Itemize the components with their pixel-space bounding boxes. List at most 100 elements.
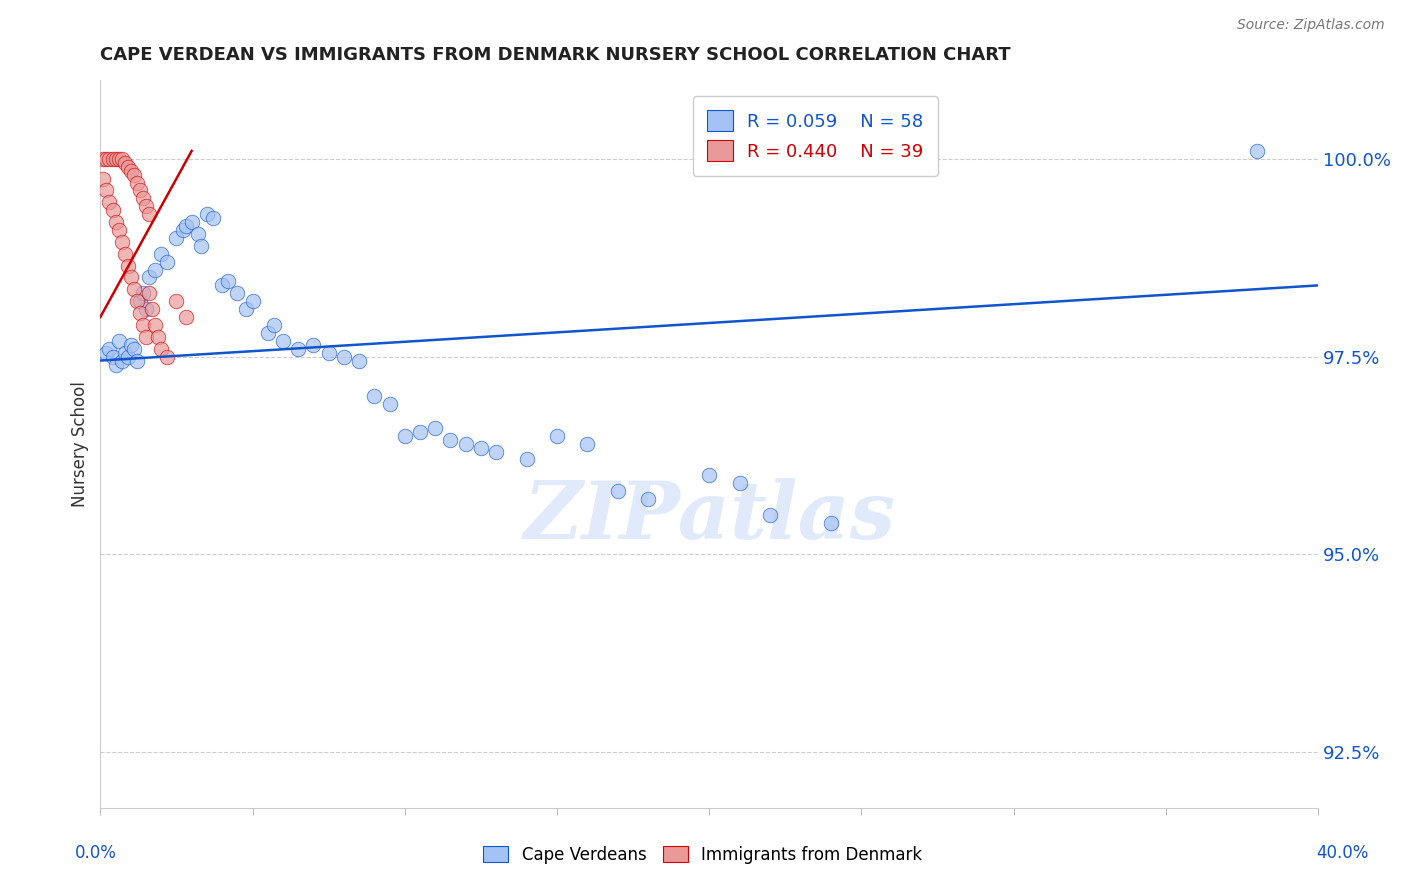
Point <box>759 508 782 522</box>
Point <box>166 294 188 309</box>
Point <box>132 286 155 301</box>
Point <box>217 275 239 289</box>
Text: ZIPatlas: ZIPatlas <box>523 478 896 555</box>
Point <box>425 421 447 435</box>
Point <box>120 163 142 178</box>
Point <box>117 259 139 273</box>
Point <box>98 152 121 166</box>
Y-axis label: Nursery School: Nursery School <box>72 381 89 507</box>
Point <box>98 342 121 356</box>
Point <box>114 246 136 260</box>
Legend: Cape Verdeans, Immigrants from Denmark: Cape Verdeans, Immigrants from Denmark <box>477 839 929 871</box>
Point <box>143 318 166 332</box>
Point <box>125 294 148 309</box>
Point <box>180 215 202 229</box>
Point <box>107 152 129 166</box>
Point <box>242 294 264 309</box>
Point <box>104 358 127 372</box>
Legend: R = 0.059    N = 58, R = 0.440    N = 39: R = 0.059 N = 58, R = 0.440 N = 39 <box>693 96 938 176</box>
Point <box>637 491 659 506</box>
Point <box>302 337 325 351</box>
Point <box>135 199 157 213</box>
Point <box>101 350 124 364</box>
Point <box>117 350 139 364</box>
Point <box>138 270 160 285</box>
Point <box>93 171 115 186</box>
Point <box>138 286 160 301</box>
Point <box>439 433 461 447</box>
Point <box>125 176 148 190</box>
Point <box>122 282 145 296</box>
Point <box>156 350 179 364</box>
Point <box>117 160 139 174</box>
Point <box>470 441 492 455</box>
Point <box>820 516 842 530</box>
Point <box>114 345 136 359</box>
Point <box>576 436 599 450</box>
Point <box>96 152 118 166</box>
Point <box>271 334 294 348</box>
Point <box>129 306 152 320</box>
Point <box>606 484 628 499</box>
Point <box>156 254 179 268</box>
Point <box>347 353 370 368</box>
Point <box>235 302 257 317</box>
Point <box>93 152 115 166</box>
Point <box>143 262 166 277</box>
Point <box>148 330 170 344</box>
Point <box>150 342 173 356</box>
Text: Source: ZipAtlas.com: Source: ZipAtlas.com <box>1237 18 1385 31</box>
Point <box>150 246 173 260</box>
Text: CAPE VERDEAN VS IMMIGRANTS FROM DENMARK NURSERY SCHOOL CORRELATION CHART: CAPE VERDEAN VS IMMIGRANTS FROM DENMARK … <box>100 46 1011 64</box>
Point <box>211 278 233 293</box>
Point <box>132 191 155 205</box>
Point <box>107 334 129 348</box>
Point <box>166 231 188 245</box>
Point <box>114 155 136 169</box>
Point <box>516 452 538 467</box>
Point <box>96 183 118 197</box>
Point <box>96 345 118 359</box>
Point <box>174 219 197 233</box>
Point <box>111 152 134 166</box>
Point <box>135 330 157 344</box>
Point <box>101 152 124 166</box>
Point <box>98 195 121 210</box>
Point <box>111 353 134 368</box>
Point <box>141 302 163 317</box>
Point <box>1246 144 1268 158</box>
Point <box>122 168 145 182</box>
Point <box>409 425 432 439</box>
Point <box>187 227 209 241</box>
Point <box>201 211 224 226</box>
Point <box>107 223 129 237</box>
Point <box>101 203 124 218</box>
Point <box>132 318 155 332</box>
Point <box>318 345 340 359</box>
Point <box>697 468 720 483</box>
Point <box>263 318 285 332</box>
Point <box>129 183 152 197</box>
Point <box>120 270 142 285</box>
Point <box>190 239 212 253</box>
Point <box>120 337 142 351</box>
Point <box>378 397 401 411</box>
Point <box>172 223 194 237</box>
Point <box>256 326 278 340</box>
Text: 0.0%: 0.0% <box>75 844 117 862</box>
Point <box>138 207 160 221</box>
Text: 40.0%: 40.0% <box>1316 844 1369 862</box>
Point <box>546 428 568 442</box>
Point <box>122 342 145 356</box>
Point <box>104 215 127 229</box>
Point <box>135 302 157 317</box>
Point <box>287 342 309 356</box>
Point <box>485 444 508 458</box>
Point <box>195 207 218 221</box>
Point <box>394 428 416 442</box>
Point <box>454 436 477 450</box>
Point <box>333 350 356 364</box>
Point <box>125 353 148 368</box>
Point <box>174 310 197 324</box>
Point <box>111 235 134 249</box>
